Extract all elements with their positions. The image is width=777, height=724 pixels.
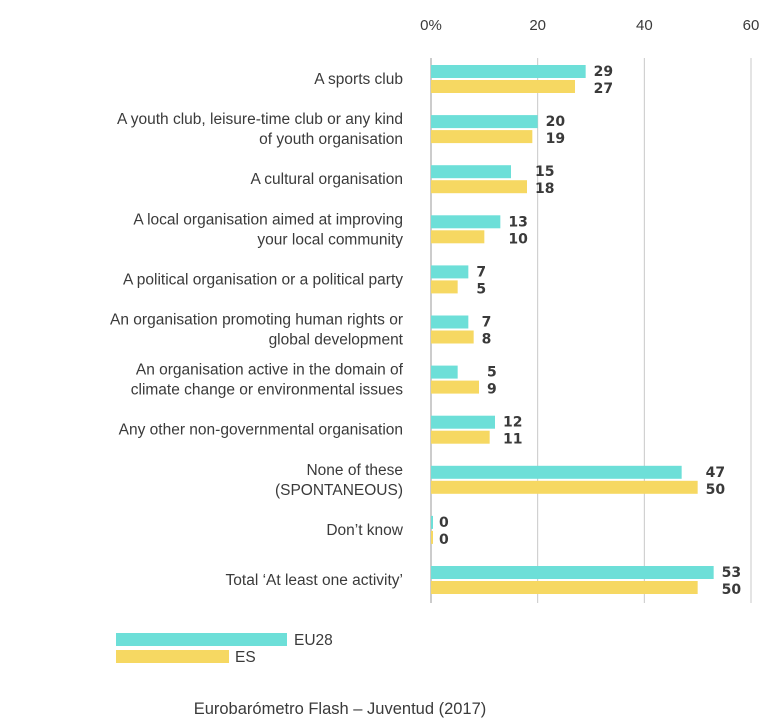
data-label-eu28: 5 bbox=[487, 365, 497, 381]
data-label-eu28: 47 bbox=[706, 465, 725, 481]
data-label-es: 8 bbox=[482, 332, 492, 348]
data-label-es: 50 bbox=[722, 582, 742, 598]
category-label: A sports club bbox=[314, 71, 403, 88]
data-label-eu28: 15 bbox=[535, 164, 554, 180]
category-label: Total ‘At least one activity’ bbox=[226, 572, 403, 589]
data-label-es: 0 bbox=[439, 532, 449, 548]
bar-eu28 bbox=[431, 566, 714, 579]
x-tick-label: 20 bbox=[529, 17, 546, 34]
bar-eu28 bbox=[431, 265, 469, 279]
category-label: Don’t know bbox=[326, 522, 403, 539]
bar-es bbox=[431, 430, 490, 444]
bar-es bbox=[431, 280, 458, 294]
category-label: A youth club, leisure-time club or any k… bbox=[117, 111, 403, 128]
data-label-es: 9 bbox=[487, 382, 497, 398]
bar-es bbox=[431, 80, 575, 93]
bar-eu28 bbox=[431, 415, 495, 429]
x-tick-label: 40 bbox=[636, 17, 653, 34]
data-label-es: 27 bbox=[594, 81, 613, 97]
data-label-es: 18 bbox=[535, 181, 554, 197]
category-label: None of these bbox=[306, 462, 403, 479]
bar-eu28 bbox=[431, 115, 538, 129]
category-label: your local community bbox=[257, 231, 403, 248]
bar-es bbox=[431, 330, 474, 344]
bar-eu28 bbox=[431, 515, 433, 529]
bar-eu28 bbox=[431, 65, 586, 78]
category-label: An organisation promoting human rights o… bbox=[110, 312, 403, 329]
bar-es bbox=[431, 230, 485, 244]
source-caption: Eurobarómetro Flash – Juventud (2017) bbox=[193, 700, 487, 718]
bar-eu28 bbox=[431, 315, 469, 329]
category-label: climate change or environmental issues bbox=[131, 382, 403, 399]
data-label-es: 11 bbox=[503, 432, 522, 448]
category-label: A local organisation aimed at improving bbox=[133, 211, 403, 228]
x-tick-label: 0% bbox=[420, 17, 442, 34]
bar-es bbox=[431, 180, 527, 194]
legend: EU28 ES bbox=[116, 632, 333, 666]
bar-es bbox=[431, 380, 479, 394]
bar-es bbox=[431, 130, 533, 144]
bar-eu28 bbox=[431, 165, 511, 179]
data-label-es: 10 bbox=[508, 231, 528, 247]
legend-label-eu28: EU28 bbox=[294, 632, 333, 649]
data-label-eu28: 13 bbox=[508, 214, 527, 230]
data-label-eu28: 12 bbox=[503, 415, 522, 431]
legend-swatch-es bbox=[116, 650, 229, 663]
x-tick-label: 60 bbox=[743, 17, 760, 34]
category-label: A political organisation or a political … bbox=[123, 271, 403, 288]
data-label-eu28: 20 bbox=[546, 114, 566, 130]
bars bbox=[431, 65, 714, 594]
data-label-es: 19 bbox=[546, 131, 565, 147]
data-label-es: 5 bbox=[476, 281, 486, 297]
data-label-eu28: 53 bbox=[722, 565, 741, 581]
x-axis-ticks: 0% 20 40 60 bbox=[420, 17, 759, 34]
category-label: global development bbox=[269, 332, 404, 349]
data-label-eu28: 7 bbox=[476, 264, 486, 280]
legend-swatch-eu28 bbox=[116, 633, 287, 646]
bar-es bbox=[431, 480, 698, 494]
bar-es bbox=[431, 530, 433, 544]
bar-eu28 bbox=[431, 365, 458, 379]
category-label: Any other non-governmental organisation bbox=[119, 422, 403, 439]
bar-eu28 bbox=[431, 465, 682, 479]
data-label-es: 50 bbox=[706, 482, 726, 498]
category-label: (SPONTANEOUS) bbox=[275, 482, 403, 499]
category-label: of youth organisation bbox=[259, 131, 403, 148]
data-label-eu28: 7 bbox=[482, 315, 492, 331]
category-label: A cultural organisation bbox=[250, 171, 403, 188]
bar-es bbox=[431, 581, 698, 594]
data-label-eu28: 0 bbox=[439, 515, 449, 531]
data-label-eu28: 29 bbox=[594, 64, 613, 80]
category-label: An organisation active in the domain of bbox=[136, 362, 404, 379]
bar-eu28 bbox=[431, 215, 501, 229]
legend-label-es: ES bbox=[235, 649, 256, 666]
category-labels: A sports club A youth club, leisure-time … bbox=[110, 71, 404, 589]
